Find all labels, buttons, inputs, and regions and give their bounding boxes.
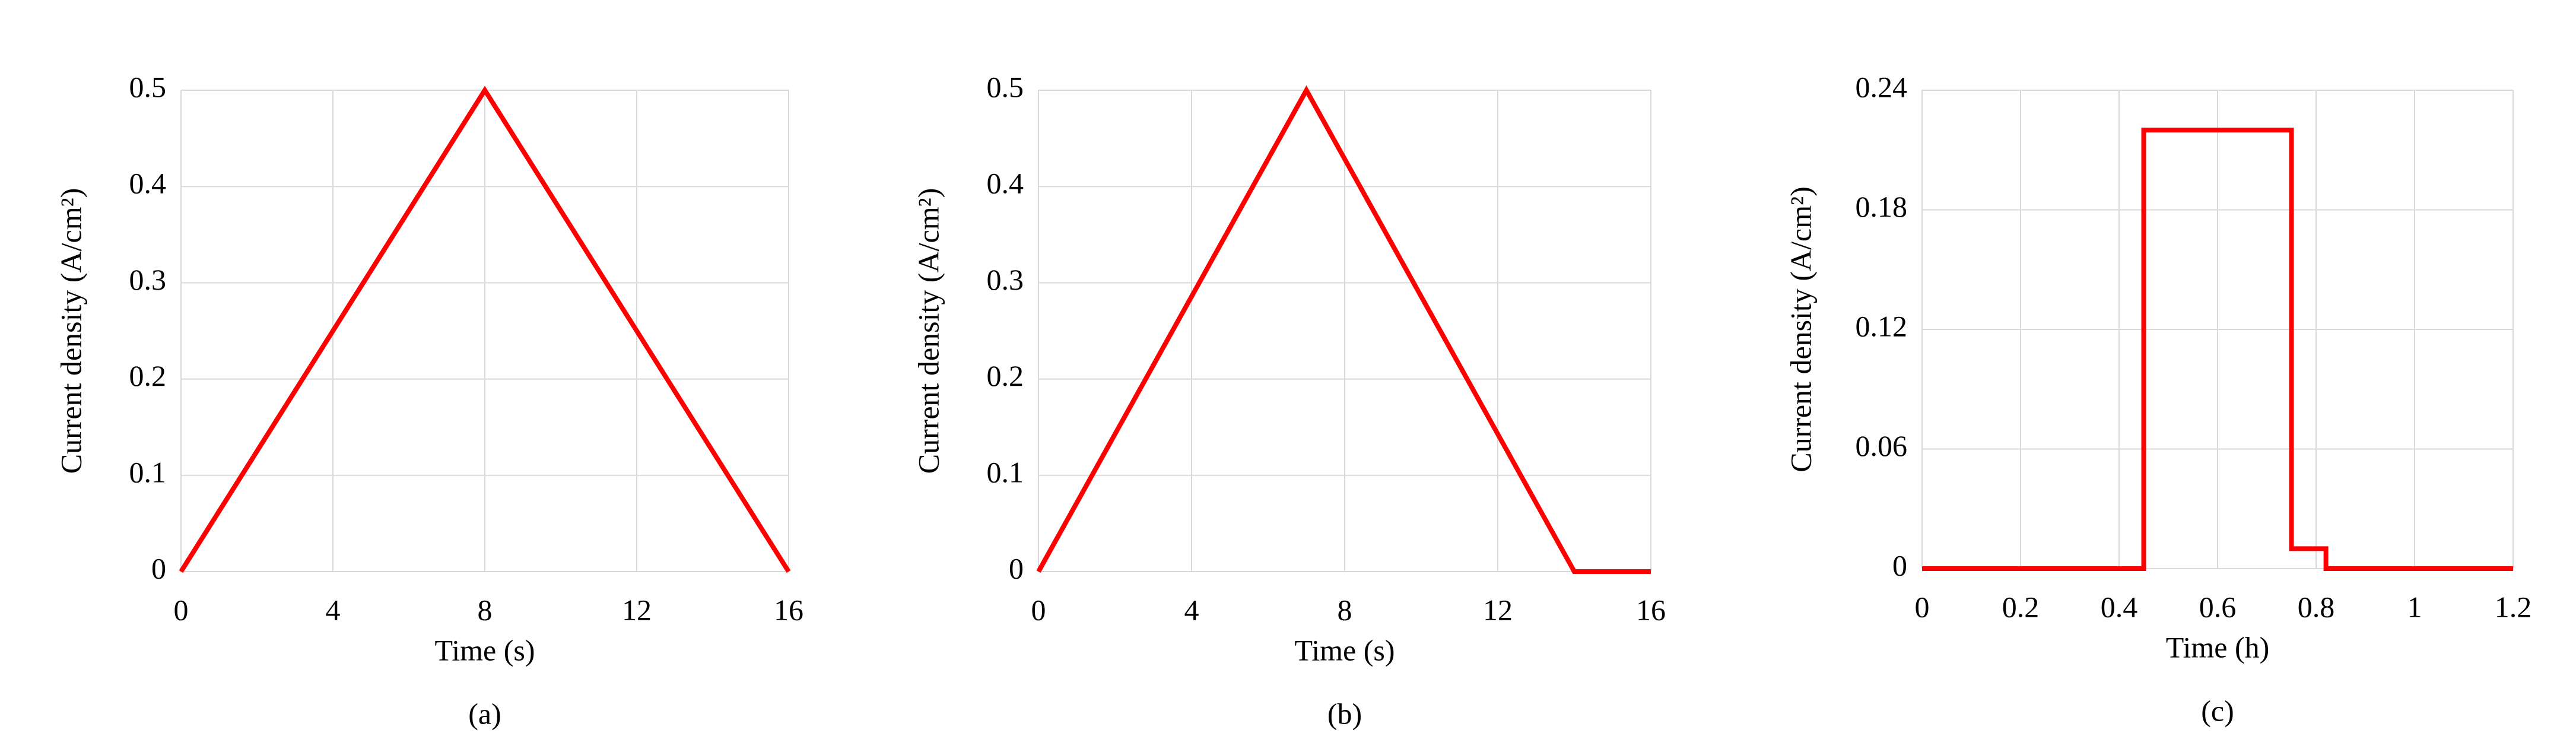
y-tick-label: 0.24 <box>1856 70 1908 103</box>
x-tick-label: 0.2 <box>2002 590 2040 623</box>
x-tick-label: 1.2 <box>2495 590 2532 623</box>
x-tick-label: 16 <box>774 593 803 626</box>
y-tick-label: 0.06 <box>1856 429 1908 462</box>
x-tick-label: 12 <box>1483 593 1513 626</box>
x-tick-label: 0.4 <box>2101 590 2138 623</box>
y-tick-label: 0.18 <box>1856 190 1908 223</box>
y-tick-label: 0.1 <box>987 455 1024 488</box>
x-tick-label: 4 <box>1184 593 1199 626</box>
panel-caption: (a) <box>468 697 501 730</box>
x-tick-label: 4 <box>326 593 341 626</box>
x-tick-label: 12 <box>622 593 652 626</box>
y-tick-label: 0.5 <box>987 70 1024 103</box>
data-line <box>1036 85 1651 574</box>
panel-caption: (b) <box>1327 697 1362 730</box>
y-axis-title: Current density (A/cm²) <box>54 188 87 474</box>
y-tick-label: 0.1 <box>129 455 167 488</box>
x-tick-label: 0 <box>1915 590 1930 623</box>
y-tick-label: 0.4 <box>129 167 167 200</box>
y-tick-label: 0.2 <box>129 359 167 392</box>
x-axis-title: Time (s) <box>434 633 535 667</box>
y-tick-label: 0 <box>1009 551 1024 585</box>
y-tick-label: 0 <box>1892 548 1907 582</box>
y-axis-title: Current density (A/cm²) <box>1784 186 1817 472</box>
data-line <box>179 85 791 573</box>
x-axis-title: Time (s) <box>1294 633 1395 667</box>
y-tick-label: 0.2 <box>987 359 1024 392</box>
x-tick-label: 1 <box>2407 590 2422 623</box>
x-tick-label: 8 <box>478 593 493 626</box>
x-tick-label: 0 <box>1031 593 1046 626</box>
y-tick-label: 0.12 <box>1856 309 1908 342</box>
x-tick-label: 0 <box>174 593 189 626</box>
data-line <box>1922 128 2513 571</box>
y-tick-label: 0 <box>151 551 166 585</box>
y-axis-title: Current density (A/cm²) <box>911 188 945 474</box>
y-tick-label: 0.3 <box>987 263 1024 296</box>
x-tick-label: 0.8 <box>2298 590 2335 623</box>
panel-caption: (c) <box>2201 694 2234 727</box>
y-tick-label: 0.5 <box>129 70 167 103</box>
x-tick-label: 8 <box>1338 593 1352 626</box>
x-tick-label: 16 <box>1636 593 1666 626</box>
y-tick-label: 0.4 <box>987 167 1024 200</box>
x-tick-label: 0.6 <box>2199 590 2237 623</box>
x-axis-title: Time (h) <box>2166 630 2270 664</box>
y-tick-label: 0.3 <box>129 263 167 296</box>
